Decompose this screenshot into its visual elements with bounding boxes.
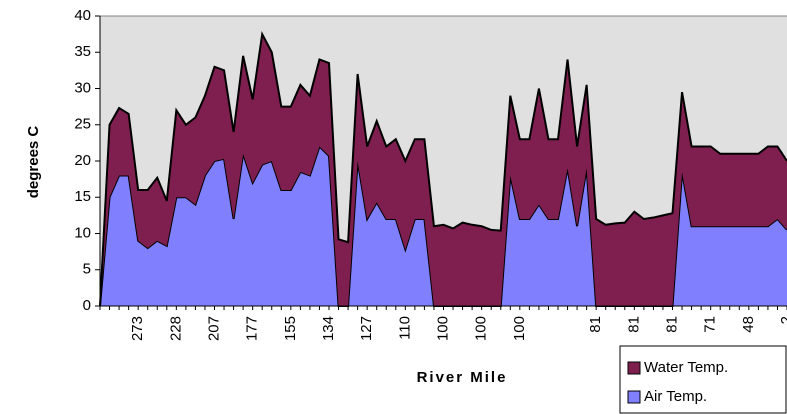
x-tick-label: 177 — [244, 316, 261, 341]
y-axis-label: degrees C — [25, 126, 42, 199]
x-tick-label: 110 — [396, 316, 413, 340]
x-tick-label: 207 — [205, 316, 222, 341]
x-tick-label: 71 — [702, 316, 719, 333]
y-tick-label: 20 — [74, 152, 91, 169]
x-tick-label: 155 — [282, 316, 299, 341]
legend-swatch — [627, 390, 641, 404]
area-outline — [99, 30, 787, 307]
x-tick-label: 127 — [358, 316, 375, 341]
area — [100, 34, 787, 306]
x-tick-label: 2 — [778, 316, 787, 324]
y-tick-label: 25 — [74, 116, 91, 133]
x-tick-label: 81 — [663, 316, 680, 333]
legend-label: Water Temp. — [644, 359, 728, 376]
legend-box — [619, 345, 787, 414]
x-tick-label: 48 — [740, 316, 757, 333]
y-tick-label: 5 — [83, 261, 91, 278]
area — [100, 146, 787, 306]
x-tick-label: 100 — [511, 316, 528, 341]
y-tick-label: 0 — [83, 297, 91, 314]
x-tick-label: 273 — [129, 316, 146, 341]
y-tick-label: 15 — [74, 188, 91, 205]
x-tick-label: 100 — [434, 316, 451, 341]
x-axis-label: River Mile — [417, 369, 508, 386]
y-tick-label: 30 — [74, 79, 91, 96]
legend-label: Air Temp. — [644, 388, 707, 405]
x-tick-label: 81 — [625, 316, 642, 333]
y-tick-label: 10 — [74, 224, 91, 241]
legend-swatch — [627, 361, 641, 375]
x-tick-label: 134 — [320, 316, 337, 341]
y-tick-label: 35 — [74, 43, 91, 60]
x-tick-label: 81 — [587, 316, 604, 333]
x-tick-label: 228 — [167, 316, 184, 341]
legend: Water Temp. Air Temp. — [619, 345, 787, 414]
x-tick-label: 100 — [473, 316, 490, 341]
y-tick-label: 40 — [74, 7, 91, 24]
